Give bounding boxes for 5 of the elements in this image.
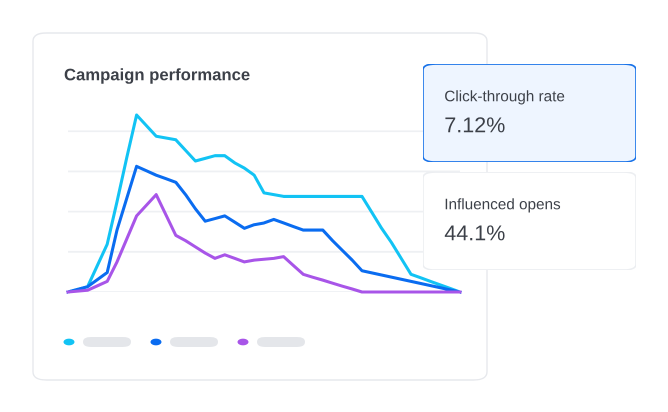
text: Click-through rate — [445, 90, 564, 104]
annotation: 44.1% — [444, 225, 505, 240]
text: Influenced opens — [446, 198, 560, 212]
chart-title: Campaign performance — [64, 68, 250, 84]
annotation: 7.12% — [445, 117, 505, 132]
